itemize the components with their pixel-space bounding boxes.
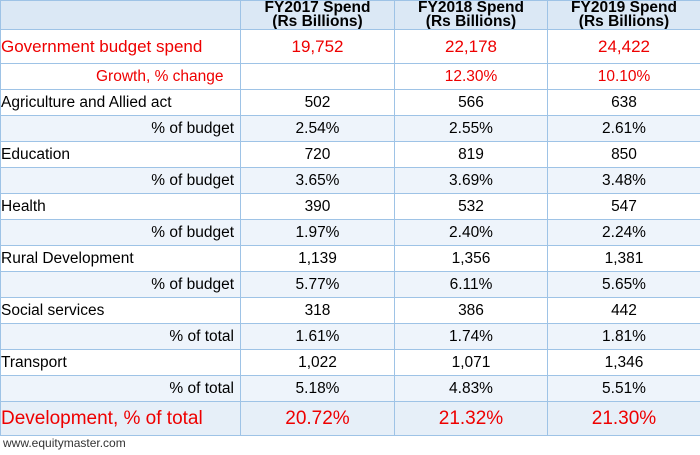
row-label: Social services	[0, 297, 241, 324]
header-fy2019: FY2019 Spend (Rs Billions)	[547, 0, 700, 30]
row-label: Transport	[0, 349, 241, 376]
table-row-growth: Growth, % change 12.30% 10.10%	[0, 63, 700, 90]
row-label: % of total	[0, 375, 241, 402]
table-header-row: FY2017 Spend (Rs Billions) FY2018 Spend (R…	[0, 0, 700, 30]
cell-fy2019: 547	[547, 193, 700, 220]
cell-fy2017: 19,752	[240, 29, 395, 64]
cell-fy2017: 1.61%	[240, 323, 395, 350]
cell-fy2018: 21.32%	[394, 401, 548, 436]
table-row-social-services-pct: % of total 1.61% 1.74% 1.81%	[0, 323, 700, 350]
cell-fy2018: 3.69%	[394, 167, 548, 194]
header-corner-cell	[0, 0, 241, 30]
cell-fy2019: 1,346	[547, 349, 700, 376]
cell-fy2018: 4.83%	[394, 375, 548, 402]
row-label: Government budget spend	[0, 29, 241, 64]
cell-fy2019: 24,422	[547, 29, 700, 64]
table-row-education: Education 720 819 850	[0, 141, 700, 168]
cell-fy2018: 2.55%	[394, 115, 548, 142]
cell-fy2017: 5.18%	[240, 375, 395, 402]
cell-fy2019: 850	[547, 141, 700, 168]
cell-fy2018: 12.30%	[394, 63, 548, 90]
table-row-social-services: Social services 318 386 442	[0, 297, 700, 324]
table-row-transport: Transport 1,022 1,071 1,346	[0, 349, 700, 376]
header-fy2017: FY2017 Spend (Rs Billions)	[240, 0, 395, 30]
header-fy2017-title: FY2017 Spend	[264, 0, 371, 16]
table-row-health: Health 390 532 547	[0, 193, 700, 220]
cell-fy2017: 1,139	[240, 245, 395, 272]
table-row-government-budget: Government budget spend 19,752 22,178 24…	[0, 29, 700, 64]
cell-fy2018: 1,356	[394, 245, 548, 272]
cell-fy2017: 318	[240, 297, 395, 324]
cell-fy2019: 638	[547, 89, 700, 116]
table-row-agriculture: Agriculture and Allied act 502 566 638	[0, 89, 700, 116]
source-watermark: www.equitymaster.com	[3, 436, 126, 450]
row-label: Rural Development	[0, 245, 241, 272]
cell-fy2017: 2.54%	[240, 115, 395, 142]
cell-fy2018: 566	[394, 89, 548, 116]
table-row-development-total: Development, % of total 20.72% 21.32% 21…	[0, 401, 700, 436]
row-label: Development, % of total	[0, 401, 241, 436]
cell-fy2019: 3.48%	[547, 167, 700, 194]
header-fy2019-unit: (Rs Billions)	[578, 13, 670, 30]
cell-fy2019: 21.30%	[547, 401, 700, 436]
cell-fy2018: 6.11%	[394, 271, 548, 298]
budget-spend-table: FY2017 Spend (Rs Billions) FY2018 Spend (R…	[0, 0, 700, 436]
cell-fy2018: 1.74%	[394, 323, 548, 350]
table-row-rural-development: Rural Development 1,139 1,356 1,381	[0, 245, 700, 272]
cell-fy2017: 1.97%	[240, 219, 395, 246]
row-label: Education	[0, 141, 241, 168]
cell-fy2019: 1,381	[547, 245, 700, 272]
table-row-rural-development-pct: % of budget 5.77% 6.11% 5.65%	[0, 271, 700, 298]
cell-fy2017: 5.77%	[240, 271, 395, 298]
row-label: % of budget	[0, 271, 241, 298]
cell-fy2019: 5.65%	[547, 271, 700, 298]
cell-fy2018: 386	[394, 297, 548, 324]
cell-fy2019: 2.61%	[547, 115, 700, 142]
cell-fy2019: 2.24%	[547, 219, 700, 246]
table-row-agriculture-pct: % of budget 2.54% 2.55% 2.61%	[0, 115, 700, 142]
row-label: Growth, % change	[0, 63, 241, 90]
cell-fy2017	[240, 63, 395, 90]
cell-fy2019: 10.10%	[547, 63, 700, 90]
cell-fy2017: 502	[240, 89, 395, 116]
cell-fy2017: 1,022	[240, 349, 395, 376]
row-label: Health	[0, 193, 241, 220]
header-fy2018-title: FY2018 Spend	[418, 0, 524, 16]
cell-fy2018: 532	[394, 193, 548, 220]
row-label: % of budget	[0, 219, 241, 246]
row-label: % of budget	[0, 115, 241, 142]
table-row-education-pct: % of budget 3.65% 3.69% 3.48%	[0, 167, 700, 194]
cell-fy2017: 20.72%	[240, 401, 395, 436]
header-fy2018: FY2018 Spend (Rs Billions)	[394, 0, 548, 30]
table-row-health-pct: % of budget 1.97% 2.40% 2.24%	[0, 219, 700, 246]
table-row-transport-pct: % of total 5.18% 4.83% 5.51%	[0, 375, 700, 402]
cell-fy2017: 3.65%	[240, 167, 395, 194]
cell-fy2018: 22,178	[394, 29, 548, 64]
row-label: % of total	[0, 323, 241, 350]
header-fy2018-unit: (Rs Billions)	[425, 13, 517, 30]
header-fy2017-unit: (Rs Billions)	[272, 13, 363, 30]
cell-fy2018: 1,071	[394, 349, 548, 376]
row-label: % of budget	[0, 167, 241, 194]
row-label: Agriculture and Allied act	[0, 89, 241, 116]
cell-fy2019: 5.51%	[547, 375, 700, 402]
cell-fy2017: 390	[240, 193, 395, 220]
cell-fy2019: 1.81%	[547, 323, 700, 350]
cell-fy2017: 720	[240, 141, 395, 168]
header-fy2019-title: FY2019 Spend	[571, 0, 677, 16]
cell-fy2018: 819	[394, 141, 548, 168]
cell-fy2018: 2.40%	[394, 219, 548, 246]
cell-fy2019: 442	[547, 297, 700, 324]
